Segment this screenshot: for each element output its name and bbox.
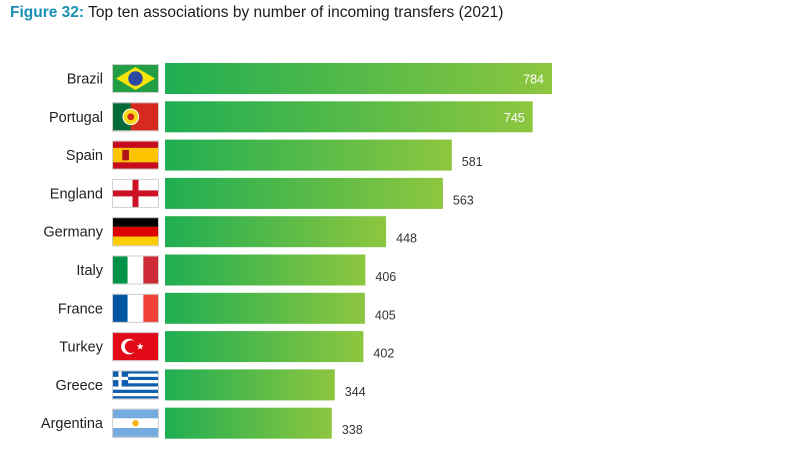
- category-label: France: [58, 301, 103, 317]
- bar: [165, 254, 366, 286]
- value-label: 406: [375, 270, 396, 284]
- flag-portugal-icon: [112, 102, 159, 132]
- category-label: England: [50, 186, 103, 202]
- bar: [165, 63, 552, 94]
- flag-brazil-icon: [112, 64, 159, 93]
- category-label: Italy: [76, 263, 103, 279]
- bar: [165, 216, 387, 248]
- bar: [165, 139, 452, 171]
- category-label: Spain: [66, 148, 103, 164]
- flag-france-icon: [112, 293, 159, 323]
- flag-argentina-icon: [112, 408, 159, 438]
- value-label: 745: [504, 111, 525, 125]
- bar: [165, 369, 335, 401]
- flag-greece-icon: [112, 370, 159, 400]
- value-label: 405: [375, 308, 396, 322]
- bar: [165, 407, 332, 439]
- flag-italy-icon: [112, 255, 159, 285]
- flag-england-icon: [112, 178, 159, 208]
- flag-germany-icon: [112, 217, 159, 247]
- category-label: Greece: [55, 378, 103, 394]
- value-label: 338: [342, 423, 363, 437]
- bar: [165, 292, 365, 324]
- flag-turkey-icon: [112, 332, 159, 362]
- bar: [165, 101, 533, 133]
- flag-spain-icon: [112, 140, 159, 170]
- bar: [165, 177, 443, 209]
- bar: [165, 331, 364, 363]
- category-label: Argentina: [41, 416, 104, 432]
- category-label: Turkey: [59, 340, 104, 356]
- value-label: 563: [453, 193, 474, 207]
- value-label: 402: [373, 347, 394, 361]
- category-label: Brazil: [67, 72, 103, 88]
- category-label: Portugal: [49, 110, 103, 126]
- value-label: 448: [396, 232, 417, 246]
- figure-title: Figure 32: Top ten associations by numbe…: [10, 4, 503, 22]
- value-label: 784: [523, 73, 544, 87]
- figure-title-text: Top ten associations by number of incomi…: [88, 4, 504, 21]
- category-label: Germany: [43, 225, 103, 241]
- figure-number-label: Figure 32:: [10, 4, 85, 21]
- value-label: 344: [345, 385, 366, 399]
- value-label: 581: [462, 155, 483, 169]
